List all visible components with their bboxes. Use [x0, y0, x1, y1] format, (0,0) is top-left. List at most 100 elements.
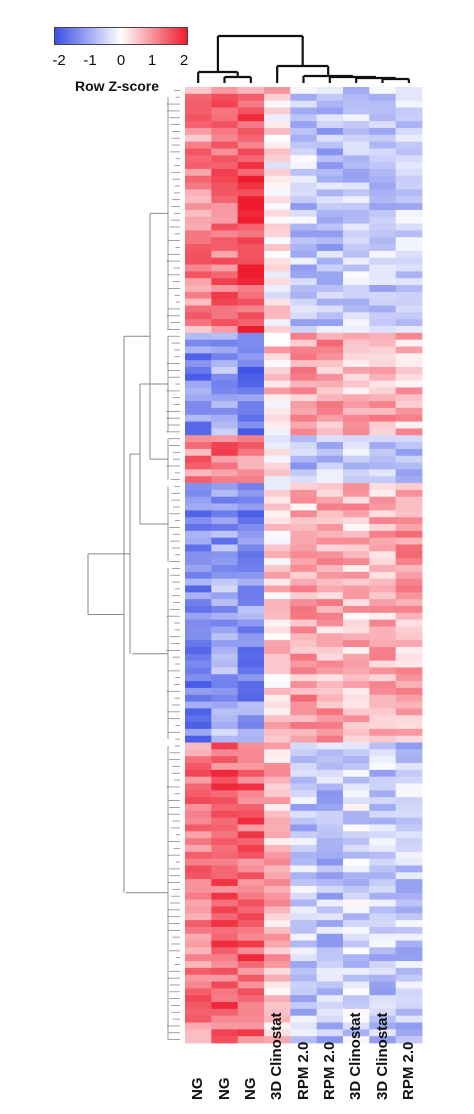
heatmap-cell [264, 223, 291, 231]
heatmap-cell [264, 940, 291, 948]
heatmap-cell [237, 360, 265, 368]
heatmap-cell [316, 967, 344, 976]
heatmap-cell [264, 947, 291, 955]
heatmap-cell [237, 961, 265, 969]
heatmap-cell [316, 387, 344, 395]
heatmap-cell [185, 749, 212, 757]
heatmap-cell [185, 121, 212, 129]
heatmap-cell [237, 428, 265, 436]
heatmap-cell [395, 571, 423, 580]
heatmap-cell [185, 810, 212, 819]
heatmap-cell [211, 571, 239, 580]
heatmap-cell [395, 346, 423, 354]
heatmap-cell [316, 783, 344, 791]
heatmap-cell [185, 872, 212, 880]
heatmap-cell [290, 749, 318, 757]
heatmap-cell [316, 824, 344, 832]
heatmap-cell [237, 906, 265, 914]
heatmap-cell [237, 196, 265, 204]
heatmap-cell [369, 107, 397, 115]
heatmap-cell [290, 1015, 318, 1023]
heatmap-cell [264, 763, 291, 771]
heatmap-cell [237, 530, 265, 539]
heatmap-cell [369, 87, 397, 95]
heatmap-cell [343, 1015, 370, 1023]
heatmap-cell [395, 353, 423, 361]
heatmap-cell [185, 510, 212, 518]
heatmap-cell [185, 1029, 212, 1037]
heatmap-cell [185, 913, 212, 921]
heatmap-cell [237, 407, 265, 416]
heatmap-cell [185, 346, 212, 354]
heatmap-cell [316, 209, 344, 218]
heatmap-cell [211, 681, 239, 689]
heatmap-cell [185, 701, 212, 709]
legend-tick: -1 [83, 52, 97, 69]
heatmap-cell [369, 810, 397, 819]
heatmap-cell [343, 872, 370, 880]
heatmap-cell [316, 476, 344, 484]
heatmap-cell [395, 844, 423, 853]
heatmap-cell [264, 640, 291, 648]
heatmap-cell [290, 981, 318, 989]
heatmap-cell [290, 373, 318, 382]
heatmap-cell [343, 831, 370, 839]
heatmap-cell [316, 366, 344, 375]
heatmap-cell [316, 742, 344, 750]
heatmap-cell [369, 885, 397, 894]
heatmap-cell [185, 831, 212, 839]
heatmap-cell [316, 114, 344, 122]
heatmap-cell [316, 401, 344, 409]
heatmap-cell [211, 879, 239, 887]
heatmap-cell [185, 141, 212, 149]
heatmap-cell [369, 401, 397, 409]
heatmap-cell [316, 353, 344, 361]
heatmap-cell [395, 168, 423, 177]
heatmap-cell [237, 851, 265, 860]
heatmap-cell [185, 216, 212, 224]
heatmap-cell [316, 127, 344, 136]
heatmap-cell [264, 530, 291, 539]
heatmap-cell [316, 250, 344, 259]
heatmap-cell [211, 728, 239, 737]
heatmap-cell [237, 168, 265, 177]
heatmap-cell [316, 701, 344, 709]
heatmap-cell [343, 885, 370, 894]
heatmap-cell [395, 257, 423, 265]
heatmap-cell [343, 988, 370, 996]
heatmap-cell [395, 988, 423, 996]
heatmap-cell [369, 326, 397, 334]
heatmap-cell [395, 189, 423, 197]
heatmap-cell [343, 940, 370, 948]
heatmap-cell [290, 489, 318, 498]
heatmap-cell [185, 524, 212, 532]
heatmap-cell [369, 127, 397, 136]
heatmap-cell [395, 810, 423, 819]
heatmap-cell [369, 209, 397, 218]
heatmap-cell [237, 892, 265, 900]
heatmap-cell [316, 380, 344, 388]
heatmap-cell [316, 722, 344, 730]
heatmap-cell [211, 271, 239, 279]
heatmap-cell [237, 271, 265, 279]
heatmap-cell [290, 291, 318, 300]
heatmap-cell [343, 756, 370, 764]
heatmap-cell [211, 824, 239, 832]
heatmap-cell [264, 155, 291, 163]
heatmap-cell [290, 537, 318, 545]
heatmap-cell [185, 87, 212, 95]
heatmap-cell [290, 906, 318, 914]
heatmap-cell [395, 749, 423, 757]
heatmap-cell [185, 489, 212, 498]
heatmap-cell [211, 776, 239, 784]
heatmap-cell [395, 203, 423, 211]
heatmap-cell [237, 544, 265, 552]
heatmap-cell [211, 605, 239, 614]
heatmap-cell [395, 783, 423, 791]
heatmap-cell [395, 728, 423, 737]
heatmap-cell [395, 271, 423, 279]
heatmap-cell [264, 1029, 291, 1037]
heatmap-cell [316, 694, 344, 702]
heatmap-cell [343, 810, 370, 819]
heatmap-cell [185, 920, 212, 928]
